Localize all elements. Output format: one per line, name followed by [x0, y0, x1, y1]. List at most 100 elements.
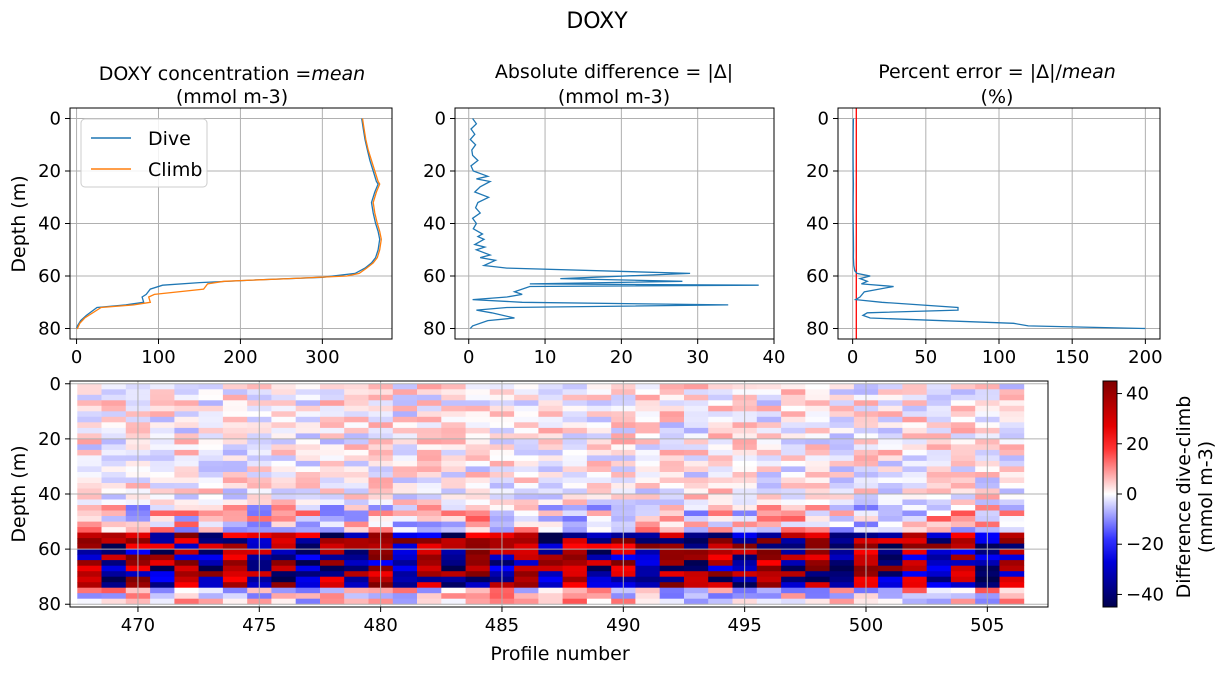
heatmap-cell	[392, 582, 418, 589]
heatmap-cell	[878, 565, 903, 572]
heatmap-cell	[295, 455, 321, 462]
x-tick-label: 30	[686, 347, 709, 368]
heatmap-cell	[417, 400, 442, 407]
series-line	[852, 118, 1146, 330]
heatmap-cell	[320, 516, 345, 522]
x-tick-label: 490	[606, 615, 640, 636]
colorbar-tick-label: −40	[1126, 584, 1164, 605]
heatmap-cell	[514, 466, 539, 473]
heatmap-cell	[514, 460, 539, 467]
heatmap-cell	[320, 411, 345, 418]
heatmap-cell	[441, 455, 466, 462]
heatmap-cell	[805, 527, 830, 533]
heatmap-cell	[878, 383, 903, 390]
heatmap-cell	[829, 389, 855, 396]
heatmap-cell	[586, 483, 612, 489]
heatmap-cell	[174, 598, 200, 605]
heatmap-cell	[659, 466, 685, 473]
heatmap-cell	[344, 460, 369, 467]
heatmap-cell	[198, 405, 224, 412]
heatmap-cell	[926, 477, 952, 484]
heatmap-cell	[635, 582, 661, 589]
heatmap-cell	[295, 582, 321, 589]
heatmap-cell	[999, 494, 1025, 500]
heatmap-cell	[392, 449, 418, 456]
x-tick-label: 500	[849, 615, 883, 636]
heatmap-cell	[198, 460, 224, 467]
heatmap-cell	[514, 576, 539, 583]
heatmap-cell	[805, 532, 830, 539]
heatmap-cell	[271, 488, 297, 495]
heatmap-cell	[392, 510, 418, 517]
heatmap-cell	[756, 510, 782, 517]
heatmap-cell	[77, 405, 102, 412]
heatmap-cell	[562, 444, 588, 451]
heatmap-cell	[805, 455, 830, 462]
heatmap-cell	[659, 571, 685, 578]
heatmap-cell	[465, 582, 491, 589]
heatmap-cell	[417, 433, 442, 440]
heatmap-cell	[538, 416, 564, 423]
heatmap-cell	[756, 488, 782, 495]
heatmap-cell	[805, 389, 830, 396]
heatmap-cell	[465, 576, 491, 583]
heatmap-cell	[878, 554, 903, 561]
heatmap-cell	[320, 576, 345, 583]
heatmap-cell	[756, 411, 782, 418]
heatmap-cell	[708, 543, 733, 550]
heatmap-cell	[392, 488, 418, 495]
legend: Dive Climb	[80, 118, 208, 188]
heatmap-cell	[514, 427, 539, 434]
heatmap-cell	[708, 593, 733, 600]
heatmap-cell	[441, 483, 466, 489]
heatmap-cell	[756, 466, 782, 473]
heatmap-cell	[538, 554, 564, 561]
heatmap-cell	[756, 444, 782, 451]
heatmap-cell	[684, 400, 709, 407]
heatmap-cell	[174, 422, 200, 429]
heatmap-cell	[756, 460, 782, 467]
heatmap-cell	[684, 532, 709, 539]
heatmap-cell	[756, 576, 782, 583]
heatmap-cell	[320, 416, 345, 423]
heatmap-cell	[926, 593, 952, 600]
heatmap-cell	[781, 383, 806, 390]
heatmap-cell	[101, 494, 127, 500]
heatmap-cell	[77, 521, 102, 528]
heatmap-cell	[684, 549, 709, 555]
x-tick-label: 505	[970, 615, 1004, 636]
heatmap-cell	[635, 383, 661, 390]
heatmap-cell	[684, 449, 709, 456]
heatmap-cell	[538, 505, 564, 511]
heatmap-cell	[999, 389, 1025, 396]
heatmap-cell	[271, 400, 297, 407]
heatmap-cell	[417, 582, 442, 589]
heatmap-cell	[198, 510, 224, 517]
heatmap-cell	[222, 598, 248, 605]
heatmap-cell	[101, 416, 127, 423]
heatmap-cell	[586, 394, 612, 401]
heatmap-cell	[392, 499, 418, 506]
heatmap-cell	[150, 565, 175, 572]
heatmap-cell	[950, 527, 976, 533]
y-tick-label: 0	[435, 109, 446, 130]
heatmap-cell	[271, 383, 297, 390]
heatmap-cell	[101, 598, 127, 605]
heatmap-cell	[271, 433, 297, 440]
heatmap-cell	[101, 466, 127, 473]
heatmap-cell	[902, 554, 928, 561]
y-tick-label: 60	[38, 266, 61, 287]
heatmap-cell	[635, 477, 661, 484]
heatmap-cell	[150, 488, 175, 495]
colorbar-label-units: (mmol m-3)	[1195, 441, 1217, 553]
heatmap-cell	[562, 455, 588, 462]
heatmap-cell	[659, 411, 685, 418]
heatmap-cell	[295, 444, 321, 451]
heatmap-cell	[198, 483, 224, 489]
heatmap-cell	[150, 516, 175, 522]
heatmap-cell	[101, 565, 127, 572]
heatmap-cell	[781, 587, 806, 594]
heatmap-cell	[659, 449, 685, 456]
heatmap-cell	[320, 422, 345, 429]
heatmap-cell	[150, 494, 175, 500]
